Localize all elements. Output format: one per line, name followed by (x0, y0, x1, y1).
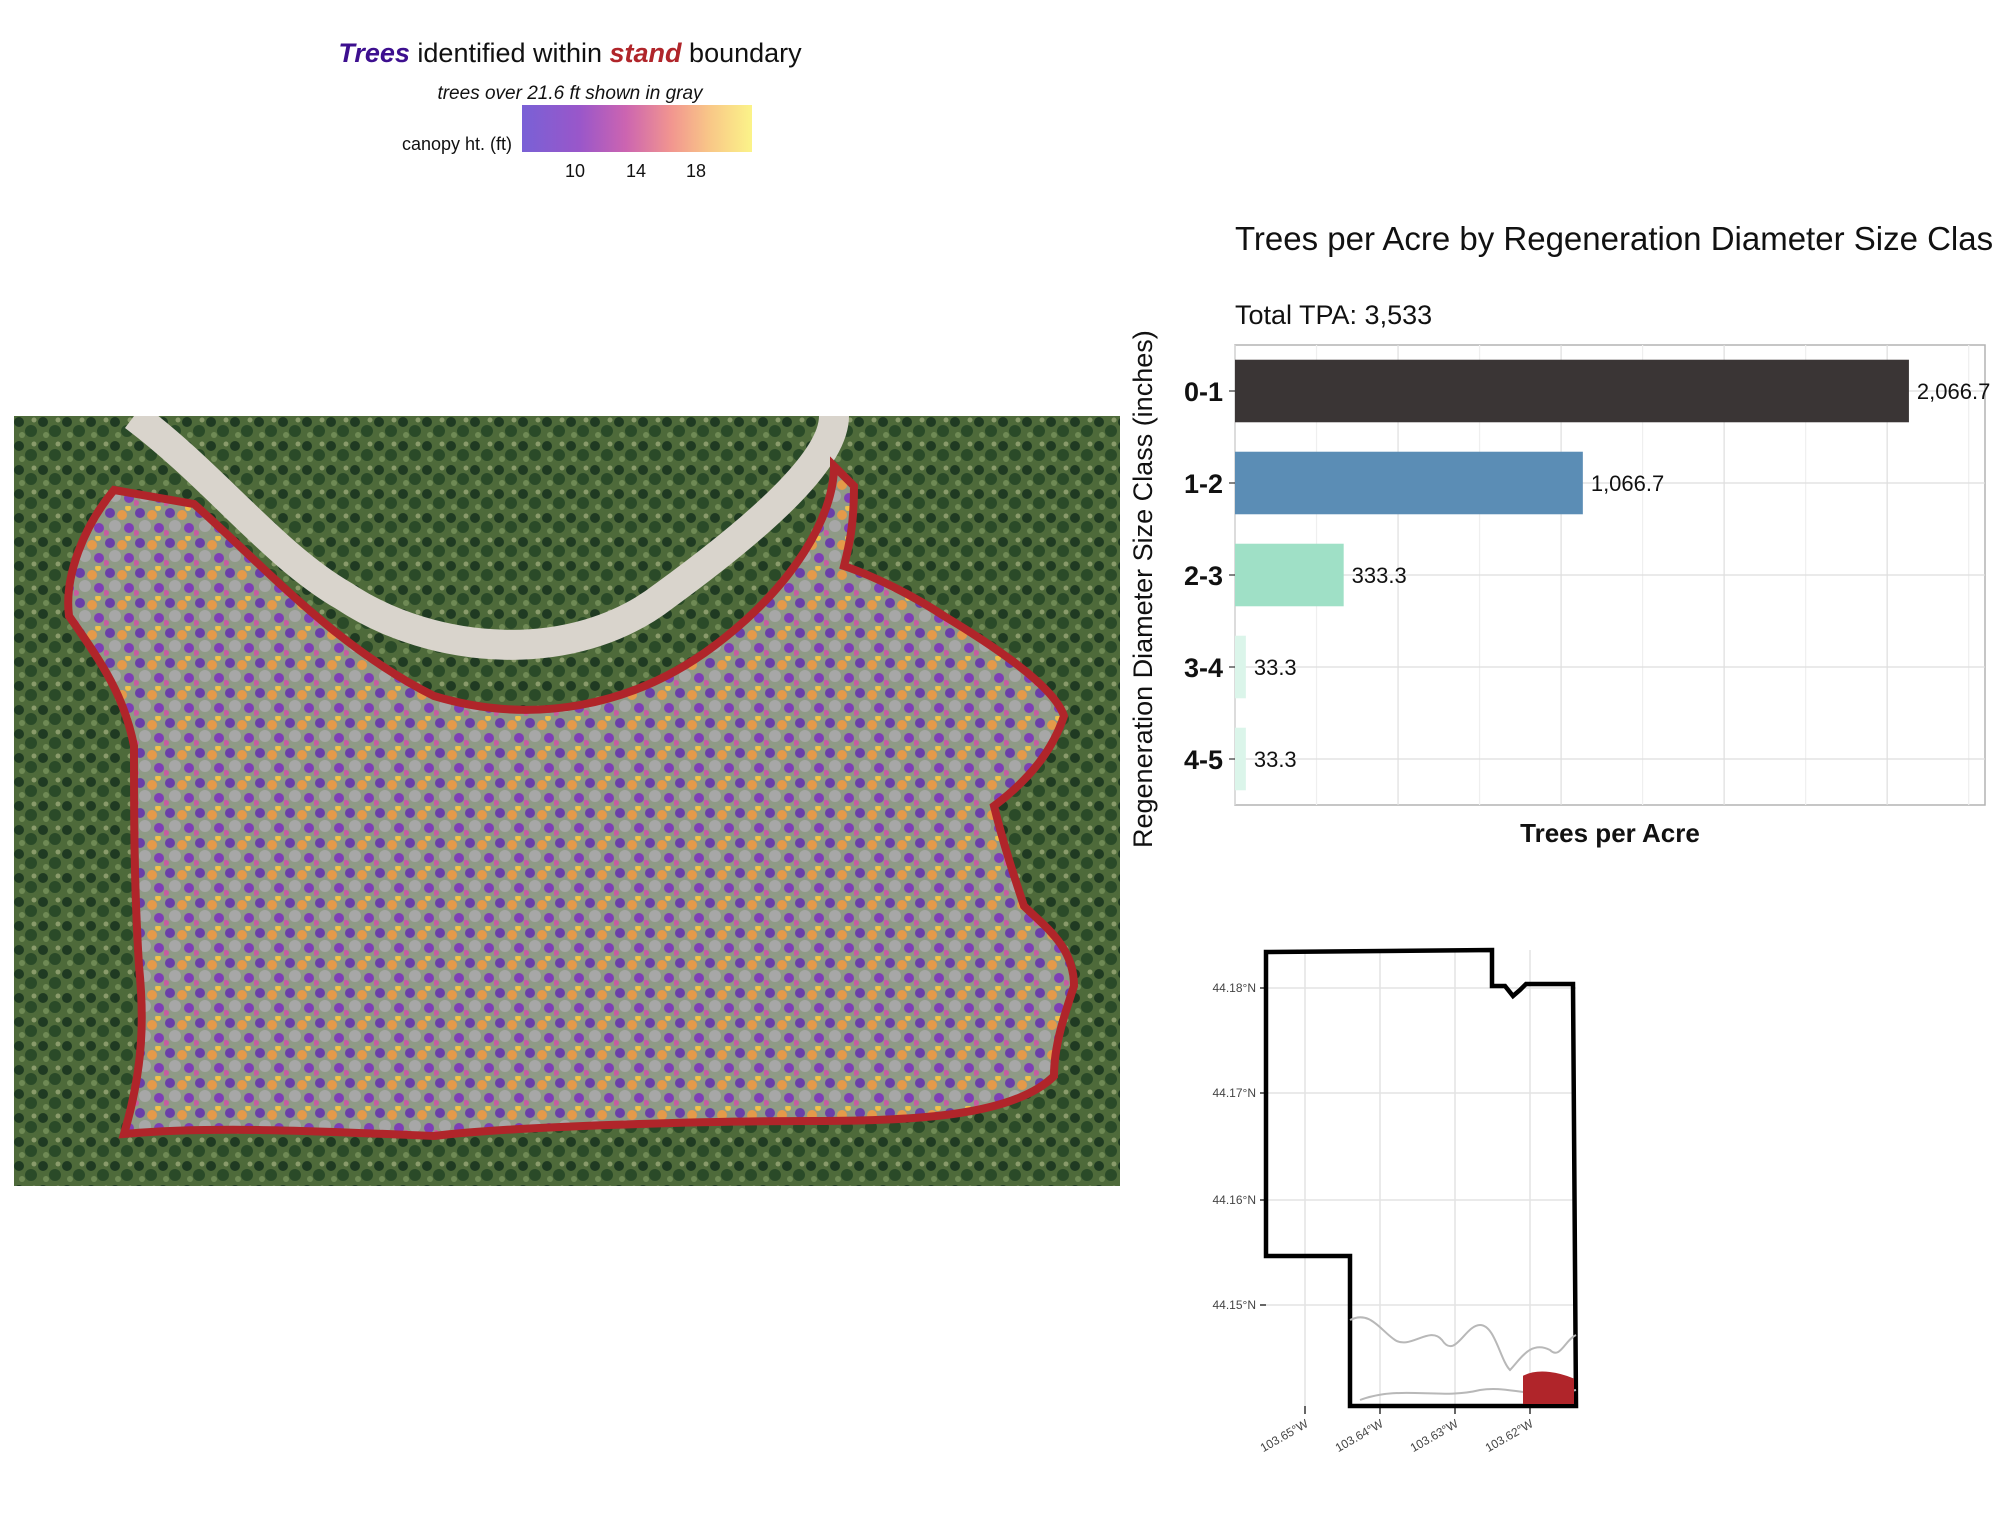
lat-label: 44.18°N (1213, 981, 1257, 995)
y-tick-label: 1-2 (1184, 469, 1223, 499)
bar-chart: 2,066.7 0-1 1,066.7 1-2 333.3 2-3 33.3 3-4 33.3 4… (1184, 344, 1990, 806)
bar (1235, 451, 1583, 515)
selected-stand-marker (1523, 1371, 1574, 1404)
map-axis-labels: 44.18°N 44.17°N 44.16°N 44.15°N 103.65°W 103.… (1213, 981, 1537, 1455)
y-tick-label: 4-5 (1184, 745, 1223, 775)
x-axis-label: Trees per Acre (1520, 818, 1700, 848)
bar-value-label: 33.3 (1254, 747, 1297, 772)
legend-tick: 10 (564, 161, 586, 181)
lon-label: 103.62°W (1483, 1416, 1536, 1455)
bar (1235, 359, 1909, 423)
map-graticule (1260, 950, 1576, 1414)
bar-marks: 2,066.7 0-1 1,066.7 1-2 333.3 2-3 33.3 3-4 33.3 4… (1184, 359, 1990, 791)
lon-label: 103.64°W (1333, 1416, 1386, 1455)
y-tick-label: 2-3 (1184, 561, 1223, 591)
bar-value-label: 33.3 (1254, 655, 1297, 680)
title-mid-text: identified within (409, 38, 610, 68)
lon-label: 103.65°W (1258, 1416, 1311, 1455)
bar (1235, 635, 1246, 699)
color-scale-bar (522, 105, 752, 152)
bar (1235, 727, 1246, 791)
legend-tick: 14 (625, 161, 647, 181)
road (124, 416, 849, 660)
lat-label: 44.16°N (1213, 1193, 1257, 1207)
bar-value-label: 2,066.7 (1917, 379, 1990, 404)
title-end-text: boundary (681, 38, 802, 68)
bar-value-label: 333.3 (1352, 563, 1407, 588)
map-subtitle: trees over 21.6 ft shown in gray (437, 83, 703, 104)
locator-map: 44.18°N 44.17°N 44.16°N 44.15°N 103.65°W 103.… (1213, 947, 1579, 1455)
title-trees-word: Trees (338, 38, 410, 68)
legend-tick: 18 (685, 161, 707, 181)
y-tick-label: 0-1 (1184, 377, 1223, 407)
forest-boundary (1263, 947, 1579, 1409)
y-tick-label: 3-4 (1184, 653, 1223, 683)
map-title: Trees identified within stand boundary (300, 38, 840, 69)
bar-value-label: 1,066.7 (1591, 471, 1664, 496)
aerial-stand-map (14, 416, 1120, 1186)
bar-chart-subtitle: Total TPA: 3,533 (1235, 300, 1433, 330)
legend-label: canopy ht. (ft) (401, 134, 512, 154)
lat-label: 44.17°N (1213, 1086, 1257, 1100)
lat-label: 44.15°N (1213, 1298, 1257, 1312)
title-stand-word: stand (609, 38, 682, 68)
stand-boundary (64, 456, 1079, 1141)
bar-chart-title: Trees per Acre by Regeneration Diameter … (1235, 220, 1994, 257)
bar (1235, 543, 1344, 607)
lon-label: 103.63°W (1408, 1416, 1461, 1455)
